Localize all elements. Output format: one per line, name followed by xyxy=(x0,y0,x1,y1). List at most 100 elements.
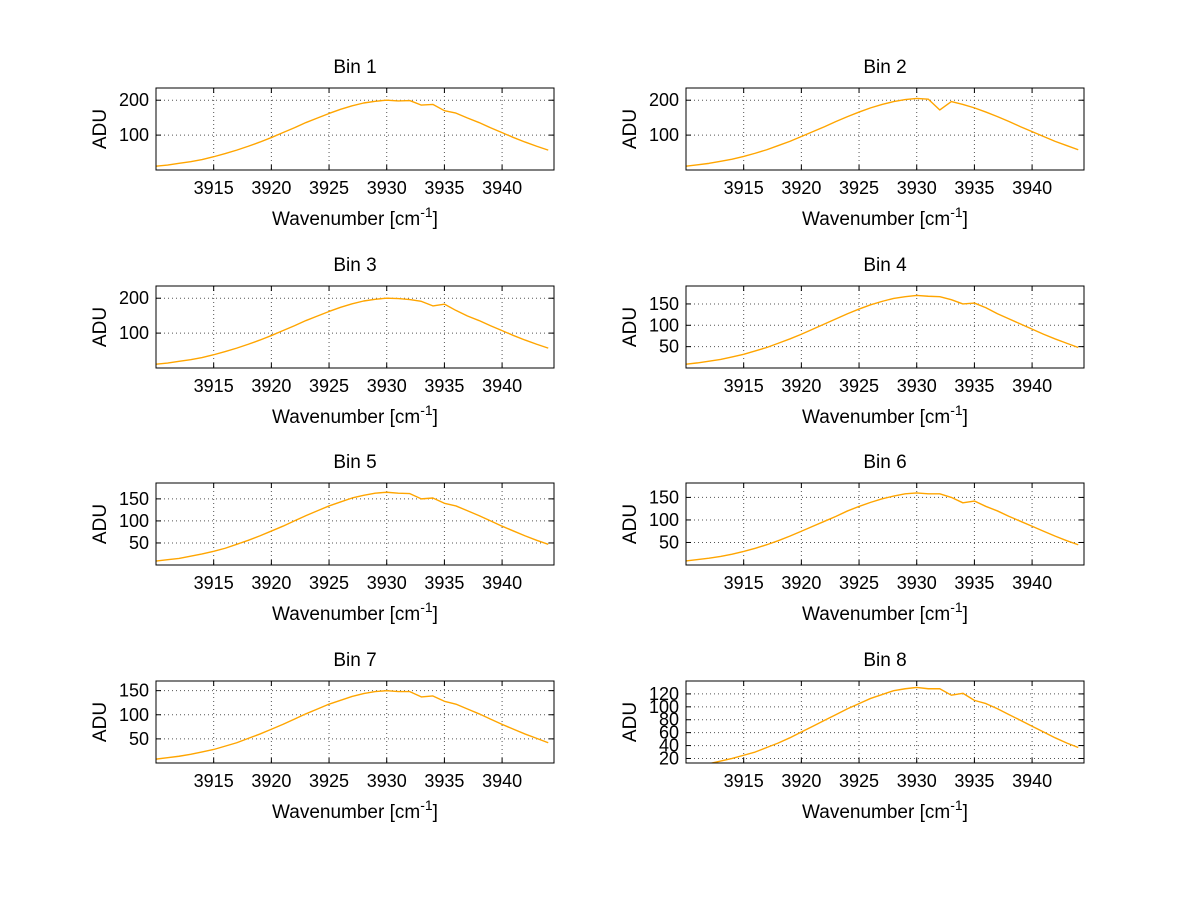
x-tick-label: 3935 xyxy=(954,178,994,198)
subplot-bin-2: Bin 2 100 200 3915 3920 3925 3930 3935 3940 ADU Wa… xyxy=(620,57,1085,230)
plot-title: Bin 4 xyxy=(863,255,907,276)
x-tick-label: 3930 xyxy=(367,573,407,593)
y-tick-label: 50 xyxy=(129,533,149,553)
spectrum-curve xyxy=(156,99,549,167)
x-tick-label: 3935 xyxy=(954,573,994,593)
x-tick-label: 3940 xyxy=(482,178,522,198)
x-tick-label: 3915 xyxy=(724,771,764,791)
x-tick-label: 3930 xyxy=(367,178,407,198)
axis-box xyxy=(685,87,1085,171)
x-tick-label: 3940 xyxy=(1012,376,1052,396)
x-tick-label: 3935 xyxy=(954,771,994,791)
y-axis-label: ADU xyxy=(90,109,111,149)
spectrum-curve xyxy=(156,297,549,365)
y-tick-label: 200 xyxy=(119,288,149,308)
y-tick-label: 100 xyxy=(119,323,149,343)
x-tick-label: 3915 xyxy=(194,376,234,396)
y-tick-label: 50 xyxy=(659,336,679,356)
y-tick-label: 20 xyxy=(659,748,679,768)
x-tick-label: 3925 xyxy=(839,376,879,396)
x-tick-label: 3925 xyxy=(309,178,349,198)
spectrum-curve xyxy=(686,97,1079,167)
y-axis-label: ADU xyxy=(620,701,641,741)
y-tick-label: 100 xyxy=(119,704,149,724)
x-tick-label: 3915 xyxy=(724,573,764,593)
x-axis-label: Wavenumber [cm-1] xyxy=(802,204,968,230)
y-tick-label: 150 xyxy=(649,293,679,313)
x-tick-label: 3920 xyxy=(251,376,291,396)
x-axis-label: Wavenumber [cm-1] xyxy=(802,797,968,823)
spectrum-curve xyxy=(686,492,1079,562)
plot-title: Bin 3 xyxy=(333,255,376,276)
x-tick-label: 3920 xyxy=(251,573,291,593)
y-axis-label: ADU xyxy=(90,504,111,544)
x-tick-label: 3940 xyxy=(482,573,522,593)
x-tick-label: 3935 xyxy=(424,376,464,396)
plot-title: Bin 6 xyxy=(863,452,906,473)
y-tick-label: 120 xyxy=(649,683,679,703)
x-tick-label: 3925 xyxy=(309,376,349,396)
x-tick-label: 3920 xyxy=(251,771,291,791)
plot-title: Bin 2 xyxy=(863,57,906,78)
x-tick-label: 3920 xyxy=(781,771,821,791)
x-tick-label: 3940 xyxy=(482,771,522,791)
plot-title: Bin 5 xyxy=(333,452,376,473)
y-tick-label: 60 xyxy=(659,722,679,742)
spectrum-curve xyxy=(708,686,1079,763)
axis-box xyxy=(685,482,1085,566)
y-tick-label: 100 xyxy=(649,125,679,145)
x-tick-label: 3920 xyxy=(251,178,291,198)
x-tick-label: 3930 xyxy=(367,771,407,791)
x-tick-label: 3930 xyxy=(367,376,407,396)
y-axis-label: ADU xyxy=(620,306,641,346)
x-tick-label: 3920 xyxy=(781,573,821,593)
x-axis-label: Wavenumber [cm-1] xyxy=(272,797,438,823)
x-tick-label: 3940 xyxy=(1012,178,1052,198)
x-tick-label: 3935 xyxy=(954,376,994,396)
axis-box xyxy=(685,680,1085,763)
x-tick-label: 3930 xyxy=(897,771,937,791)
x-axis-label: Wavenumber [cm-1] xyxy=(272,599,438,625)
x-tick-label: 3915 xyxy=(724,178,764,198)
axis-box xyxy=(685,285,1085,368)
plot-title: Bin 1 xyxy=(333,57,376,78)
x-tick-label: 3930 xyxy=(897,573,937,593)
x-tick-label: 3930 xyxy=(897,178,937,198)
y-tick-label: 80 xyxy=(659,709,679,729)
axis-box xyxy=(155,482,555,566)
y-tick-label: 100 xyxy=(649,696,679,716)
y-tick-label: 150 xyxy=(119,680,149,700)
x-axis-label: Wavenumber [cm-1] xyxy=(272,204,438,230)
subplot-bin-7: Bin 7 50 100 150 3915 3920 3925 3930 3935 3940 ADU… xyxy=(90,650,555,823)
y-tick-label: 100 xyxy=(649,510,679,530)
y-tick-label: 200 xyxy=(119,90,149,110)
plot-title: Bin 7 xyxy=(333,650,376,671)
y-axis-label: ADU xyxy=(90,306,111,346)
axis-box xyxy=(155,680,555,763)
y-axis-label: ADU xyxy=(620,504,641,544)
axis-box xyxy=(155,285,555,368)
x-tick-label: 3925 xyxy=(839,178,879,198)
y-tick-label: 150 xyxy=(119,489,149,509)
y-tick-label: 50 xyxy=(129,728,149,748)
x-tick-label: 3935 xyxy=(424,573,464,593)
axis-box xyxy=(155,87,555,171)
subplot-bin-1: Bin 1 100 200 3915 3920 3925 3930 3935 3940 ADU Wa… xyxy=(90,57,555,230)
plot-title: Bin 8 xyxy=(863,650,906,671)
spectrum-curve xyxy=(156,491,549,562)
x-tick-label: 3915 xyxy=(724,376,764,396)
x-tick-label: 3940 xyxy=(482,376,522,396)
x-tick-label: 3925 xyxy=(309,771,349,791)
x-axis-label: Wavenumber [cm-1] xyxy=(272,402,438,428)
x-tick-label: 3935 xyxy=(424,771,464,791)
x-tick-label: 3920 xyxy=(781,376,821,396)
y-tick-label: 100 xyxy=(119,125,149,145)
x-tick-label: 3935 xyxy=(424,178,464,198)
x-axis-label: Wavenumber [cm-1] xyxy=(802,402,968,428)
x-tick-label: 3925 xyxy=(309,573,349,593)
y-tick-label: 100 xyxy=(649,315,679,335)
